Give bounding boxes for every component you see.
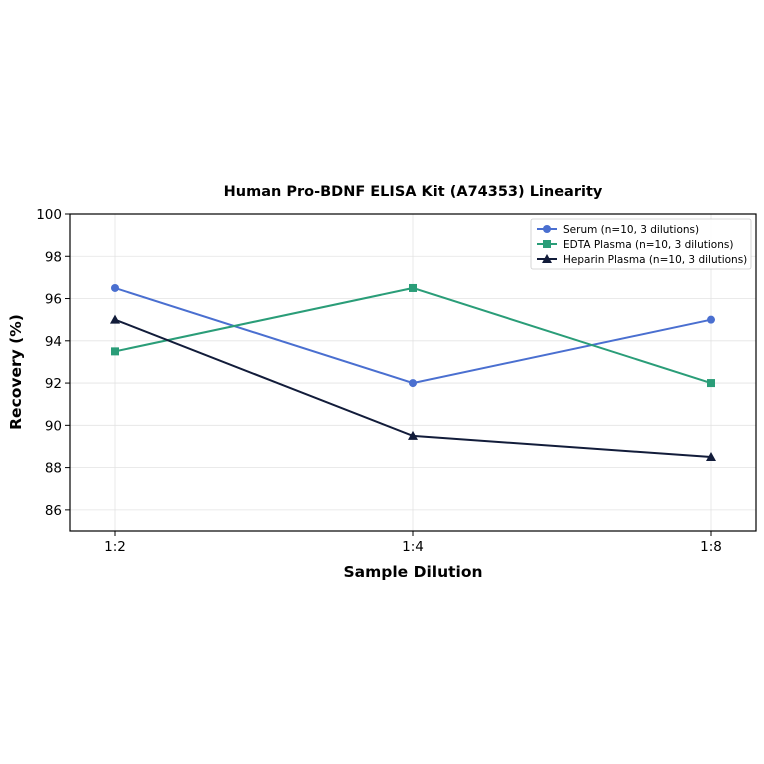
series-2 xyxy=(110,314,716,462)
y-axis-label: Recovery (%) xyxy=(7,314,25,430)
data-point xyxy=(707,315,715,324)
legend-marker xyxy=(543,225,551,233)
chart-title: Human Pro-BDNF ELISA Kit (A74353) Linear… xyxy=(224,184,603,200)
data-point xyxy=(408,430,418,440)
legend-label: Serum (n=10, 3 dilutions) xyxy=(563,224,699,236)
x-tick-label: 1:8 xyxy=(700,539,722,555)
data-point xyxy=(409,379,417,388)
y-tick-label: 86 xyxy=(45,503,62,519)
data-point xyxy=(111,283,119,292)
legend-label: EDTA Plasma (n=10, 3 dilutions) xyxy=(563,239,733,251)
legend-box xyxy=(530,218,752,270)
legend-marker xyxy=(542,254,552,263)
legend: Serum (n=10, 3 dilutions) EDTA Plasma (n=… xyxy=(530,218,752,270)
y-tick-label: 90 xyxy=(45,418,62,434)
ticks: 86 88 90 92 94 96 98 100 1:2 1:4 1:8 xyxy=(36,207,722,555)
x-axis-label: Sample Dilution xyxy=(343,563,482,581)
data-point xyxy=(409,283,417,292)
y-tick-label: 98 xyxy=(45,249,62,265)
data-point xyxy=(706,452,716,462)
series-layer xyxy=(110,283,716,462)
x-tick-label: 1:2 xyxy=(104,539,126,555)
y-tick-label: 100 xyxy=(36,207,62,223)
y-tick-label: 96 xyxy=(45,292,62,308)
data-point xyxy=(110,314,120,324)
data-point xyxy=(707,379,715,388)
x-tick-label: 1:4 xyxy=(402,539,424,555)
data-point xyxy=(111,347,119,356)
y-tick-label: 88 xyxy=(45,461,62,477)
legend-marker xyxy=(543,240,551,248)
series-1 xyxy=(111,283,715,388)
y-tick-label: 94 xyxy=(45,334,62,350)
series-0 xyxy=(111,283,715,388)
legend-label: Heparin Plasma (n=10, 3 dilutions) xyxy=(563,254,747,266)
y-tick-label: 92 xyxy=(45,376,62,392)
